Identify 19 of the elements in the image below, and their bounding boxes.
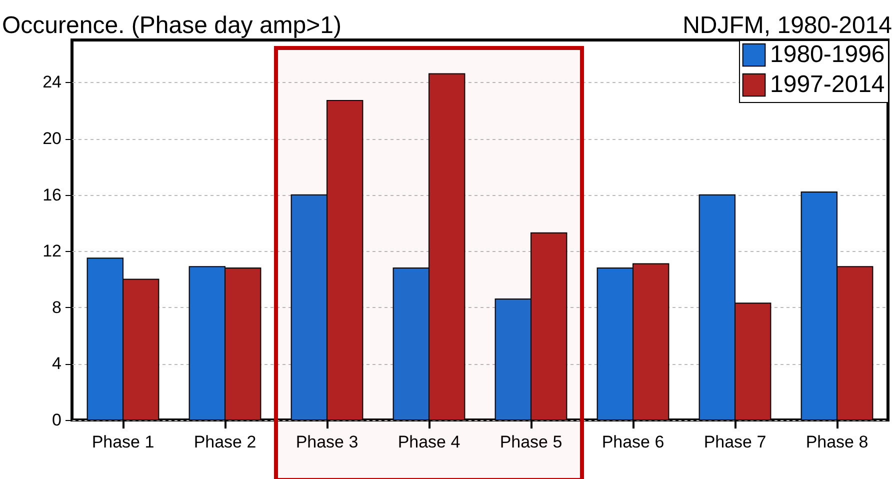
legend-label: 1997-2014 [770,71,885,98]
x-tick-label: Phase 8 [806,432,868,452]
x-tick-label: Phase 3 [296,432,358,452]
y-tick-label: 4 [52,354,62,374]
x-tick-label: Phase 2 [194,432,256,452]
x-tick-label: Phase 6 [602,432,664,452]
y-tick-label: 20 [42,129,62,148]
x-tick-label: Phase 7 [704,432,766,452]
y-tick-label: 0 [52,410,62,430]
y-tick-label: 16 [42,185,62,204]
x-tick-label: Phase 1 [92,432,154,452]
y-tick-label: 24 [42,72,62,92]
legend-label: 1980-1996 [770,41,885,68]
x-tick-label: Phase 4 [398,432,460,452]
chart-title: Occurence. (Phase day amp>1) [2,12,342,39]
x-tick-label: Phase 5 [500,432,562,452]
text: NDJFM, 1980-2014 [682,12,892,39]
y-tick-label: 8 [52,298,62,317]
y-tick-label: 12 [42,242,62,261]
